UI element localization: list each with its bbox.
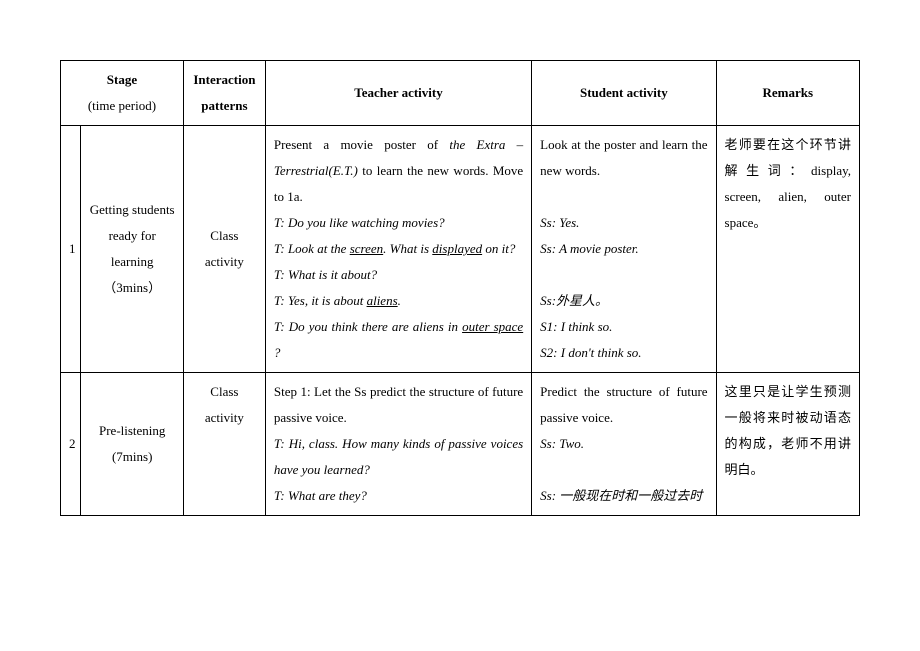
header-teacher: Teacher activity — [265, 61, 531, 126]
header-remarks: Remarks — [716, 61, 859, 126]
teacher-cell: Step 1: Let the Ss predict the structure… — [265, 373, 531, 516]
student-cell: Predict the structure of future passive … — [532, 373, 716, 516]
remarks-cell: 老师要在这个环节讲解生词：display, screen, alien, out… — [716, 126, 859, 373]
student-cell: Look at the poster and learn the new wor… — [532, 126, 716, 373]
stage-cell: Getting students ready for learning （3mi… — [81, 126, 183, 373]
stage-cell: Pre-listening (7mins) — [81, 373, 183, 516]
stage-title: Getting students ready for learning — [89, 197, 174, 275]
header-stage-sub: (time period) — [69, 93, 175, 119]
pattern-cell: Class activity — [183, 373, 265, 516]
header-row: Stage (time period) Interaction patterns… — [61, 61, 860, 126]
stage-title: Pre-listening — [89, 418, 174, 444]
lesson-plan-table: Stage (time period) Interaction patterns… — [60, 60, 860, 516]
row-num: 1 — [61, 126, 81, 373]
header-stage: Stage (time period) — [61, 61, 184, 126]
table-row: 1 Getting students ready for learning （3… — [61, 126, 860, 373]
header-stage-title: Stage — [69, 67, 175, 93]
row-num: 2 — [61, 373, 81, 516]
table-row: 2 Pre-listening (7mins) Class activity S… — [61, 373, 860, 516]
header-patterns: Interaction patterns — [183, 61, 265, 126]
header-student: Student activity — [532, 61, 716, 126]
pattern-cell: Class activity — [183, 126, 265, 373]
teacher-cell: Present a movie poster of the Extra –Ter… — [265, 126, 531, 373]
remarks-cell: 这里只是让学生预测一般将来时被动语态的构成，老师不用讲明白。 — [716, 373, 859, 516]
stage-time: （3mins） — [89, 275, 174, 301]
stage-time: (7mins) — [89, 444, 174, 470]
